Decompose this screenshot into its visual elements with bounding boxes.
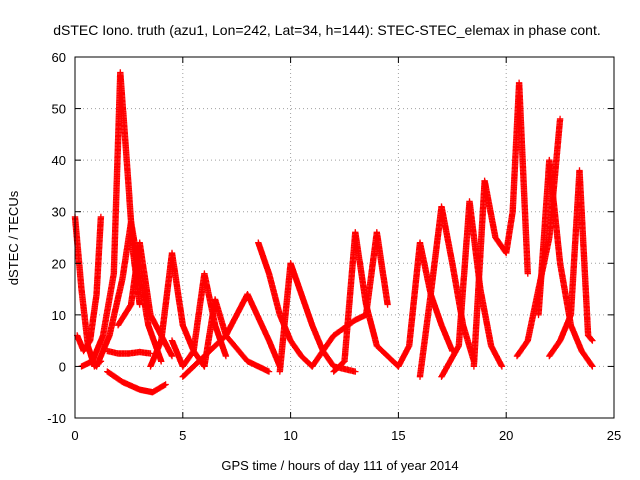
- y-tick-label: 40: [52, 153, 66, 168]
- axis-ticks: 0 5 10 15 20 25 -10 0 10 20 30 40 50 60: [47, 50, 621, 443]
- x-tick-label: 5: [179, 428, 186, 443]
- y-tick-label: -10: [47, 411, 66, 426]
- series-arc-h: [147, 249, 208, 370]
- point-marks: [535, 156, 596, 370]
- series-arc-p: [395, 239, 456, 370]
- series-arc-b: [74, 213, 105, 355]
- series-arc-k: [201, 296, 273, 375]
- chart-title: dSTEC Iono. truth (azu1, Lon=242, Lat=34…: [53, 22, 600, 38]
- data-marks: [71, 69, 596, 396]
- series-arc-m: [276, 260, 359, 375]
- x-tick-label: 10: [283, 428, 297, 443]
- y-tick-label: 50: [52, 102, 66, 117]
- point-marks: [201, 296, 273, 375]
- series-arc-r: [438, 198, 506, 380]
- series-arc-u: [535, 156, 596, 370]
- y-tick-label: 20: [52, 256, 66, 271]
- y-tick-label: 60: [52, 50, 66, 65]
- x-axis-label: GPS time / hours of day 111 of year 2014: [221, 458, 458, 473]
- x-tick-label: 20: [499, 428, 513, 443]
- series-arc-v: [546, 167, 596, 360]
- series-arc-e: [104, 347, 154, 357]
- point-marks: [104, 368, 169, 396]
- series-arc-d: [93, 218, 165, 370]
- point-marks: [395, 239, 456, 370]
- point-marks: [546, 167, 596, 360]
- point-marks: [330, 229, 402, 375]
- point-marks: [438, 198, 506, 380]
- series-arc-q: [416, 203, 478, 380]
- point-marks: [104, 347, 154, 357]
- series-arc-o: [330, 229, 402, 375]
- point-marks: [276, 260, 359, 375]
- x-tick-label: 0: [71, 428, 78, 443]
- y-tick-label: 30: [52, 205, 66, 220]
- point-marks: [147, 249, 208, 370]
- y-tick-label: 0: [59, 359, 66, 374]
- point-marks: [416, 203, 478, 380]
- x-tick-label: 25: [607, 428, 621, 443]
- series-arc-s: [470, 79, 531, 370]
- x-tick-label: 15: [391, 428, 405, 443]
- y-tick-label: 10: [52, 308, 66, 323]
- series-arc-f: [104, 368, 169, 396]
- point-marks: [93, 218, 165, 370]
- plot-frame: [74, 56, 615, 419]
- y-axis-label: dSTEC / TECUs: [6, 190, 21, 285]
- point-marks: [470, 79, 531, 370]
- point-marks: [74, 213, 105, 355]
